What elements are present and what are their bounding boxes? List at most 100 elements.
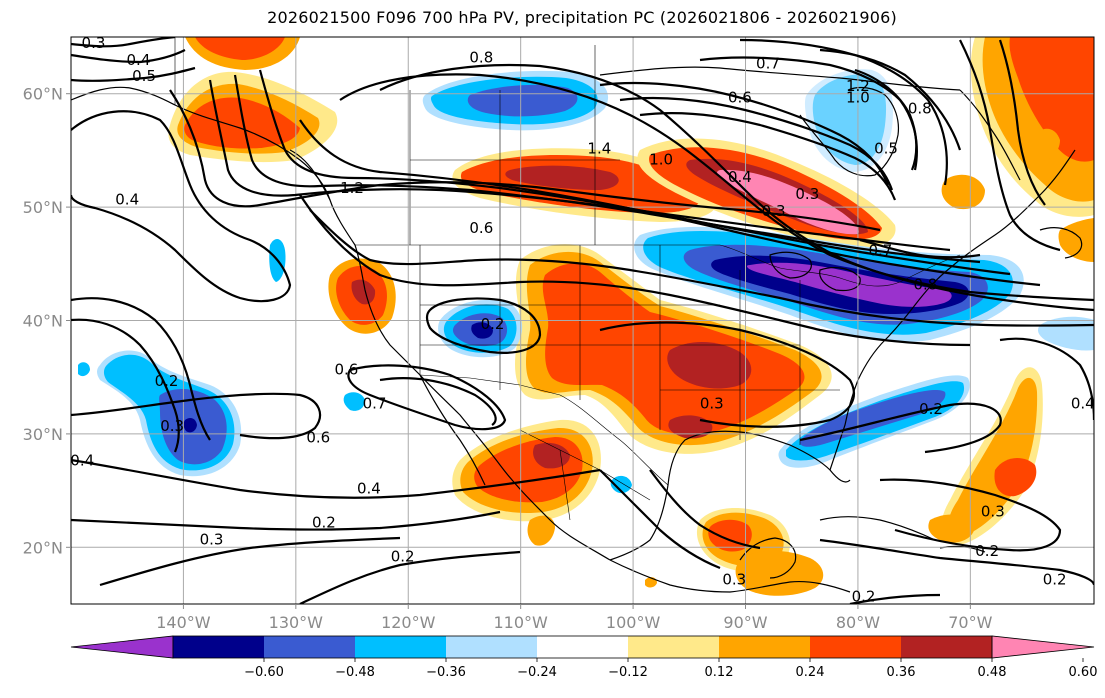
pv-contour-pacific-0.6 xyxy=(71,392,322,440)
colorbar-extend-max xyxy=(991,635,1095,659)
pv-contour-big-3 xyxy=(233,74,981,264)
lat-label-3: 30°N xyxy=(23,425,63,444)
shade-quebec-orange xyxy=(941,174,985,210)
pv-contour-0.2-pacific-se xyxy=(849,593,941,604)
contour-label-28: 0.2 xyxy=(919,400,943,418)
pv-contour-0.2-far-south xyxy=(299,550,521,604)
contour-label-6: 1.0 xyxy=(846,88,870,106)
pv-contour-0.3-south xyxy=(99,536,401,587)
coastline-greatlakes-1 xyxy=(769,251,812,279)
contour-label-33: 0.2 xyxy=(391,548,415,566)
contour-label-17: 0.6 xyxy=(469,219,493,237)
shade-greatlakes-pink xyxy=(717,169,859,235)
pv-contour-big-7 xyxy=(379,63,1094,312)
pv-contour-0.3-atlantic xyxy=(879,478,1062,552)
contour-label-9: 1.4 xyxy=(587,139,611,157)
coastline-florida xyxy=(829,339,886,471)
lon-label-1: 130°W xyxy=(269,613,324,632)
shade-mexico-cyan-dot xyxy=(610,475,632,494)
shade-pacific-navy xyxy=(183,417,197,433)
contour-label-32: 0.3 xyxy=(200,531,224,549)
pv-contour-0.4-south xyxy=(71,458,601,499)
coastline-greatlakes-2 xyxy=(819,267,861,292)
latitude-labels: 60°N 50°N 40°N 30°N 20°N xyxy=(23,85,71,557)
shade-alaska-topleft-red xyxy=(195,37,285,60)
colorbar-label-2: −0.36 xyxy=(426,665,466,680)
shade-atlantic-red xyxy=(994,458,1037,497)
border-us-mexico xyxy=(419,374,669,486)
pv-contour-0.2-caribbean xyxy=(819,538,1094,586)
pv-contour-0.6-west xyxy=(347,364,507,431)
contour-label-16: 1.2 xyxy=(340,179,364,197)
pv-contour-0.2-se xyxy=(799,402,1002,454)
contour-label-37: 0.2 xyxy=(1043,570,1067,588)
shade-utah-navy xyxy=(471,322,493,339)
shade-canada-band-darkred xyxy=(505,165,619,190)
pv-contour-0.4-atlantic xyxy=(999,337,1094,421)
pv-contour-labrador-2 xyxy=(998,39,1046,206)
pv-contour-hudson-2 xyxy=(619,96,894,191)
contour-label-23: 0.2 xyxy=(155,372,179,390)
contour-label-15: 0.7 xyxy=(868,241,892,259)
contour-label-31: 0.2 xyxy=(312,514,336,532)
pv-contour-mexico-1 xyxy=(599,469,721,570)
pv-contour-hudson-1 xyxy=(599,81,890,186)
colorbar-label-9: 0.60 xyxy=(1069,665,1098,680)
pv-contour-0.4-nw xyxy=(71,49,186,64)
contour-label-14: 0.3 xyxy=(762,202,786,220)
pv-contour-big-8 xyxy=(309,209,1094,327)
contour-label-19: 0.8 xyxy=(913,275,937,293)
shade-ne-purple xyxy=(746,262,952,307)
contour-label-3: 0.8 xyxy=(469,49,493,67)
contour-label-35: 0.2 xyxy=(975,542,999,560)
pv-contour-big-5 xyxy=(299,119,1041,287)
lat-label-4: 20°N xyxy=(23,538,63,557)
lon-label-3: 110°W xyxy=(493,613,548,632)
coastline-arctic xyxy=(599,66,961,91)
contour-label-1: 0.4 xyxy=(127,51,151,69)
colorbar-swatch-7 xyxy=(810,636,901,658)
pv-contour-0.7-east xyxy=(859,238,981,259)
lon-label-2: 120°W xyxy=(381,613,436,632)
pv-contour-labrador xyxy=(959,39,1061,252)
contour-label-13: 0.3 xyxy=(795,185,819,203)
colorbar-label-3: −0.24 xyxy=(517,665,557,680)
colorbar-label-5: 0.12 xyxy=(705,665,734,680)
colorbar-label-8: 0.48 xyxy=(978,665,1007,680)
coastline-islands-bc xyxy=(289,149,331,201)
contour-label-18: 0.4 xyxy=(115,190,139,208)
precipitation-pc-shading xyxy=(78,37,1094,596)
contour-labels: 0.30.40.50.8 0.71.21.00.80.61.41.00.50.40… xyxy=(70,34,1095,605)
pv-contour-big-4 xyxy=(258,69,1011,276)
contour-label-38: 0.3 xyxy=(722,570,746,588)
contour-label-29: 0.4 xyxy=(1071,395,1095,413)
pv-contour-big-2 xyxy=(208,79,951,252)
shade-pnw-darkred xyxy=(351,279,376,305)
shade-newfoundland-orange xyxy=(1058,218,1094,262)
contour-label-21: 0.6 xyxy=(334,361,358,379)
lon-label-6: 80°W xyxy=(836,613,880,632)
contour-label-10: 1.0 xyxy=(649,151,673,169)
coastline-cuba xyxy=(819,516,936,541)
contour-label-8: 0.6 xyxy=(728,88,752,106)
shade-cal-cyan xyxy=(343,392,365,411)
political-borders xyxy=(174,37,961,521)
colorbar-swatch-6 xyxy=(719,636,810,658)
colorbar-label-0: −0.60 xyxy=(244,665,284,680)
colorbar-label-7: 0.36 xyxy=(887,665,916,680)
pv-contour-0.3-plains xyxy=(599,321,856,428)
shade-labrador-red xyxy=(1009,37,1094,162)
pv-contour-0.3-nw xyxy=(71,37,176,48)
lat-label-1: 50°N xyxy=(23,198,63,217)
colorbar-swatch-5 xyxy=(628,636,719,658)
lon-label-4: 100°W xyxy=(606,613,661,632)
contour-label-20: 0.2 xyxy=(481,315,505,333)
shade-southplains-darkred xyxy=(667,341,752,389)
shade-pacific-cyan-dot xyxy=(78,362,90,377)
shade-ncanada-blue xyxy=(467,84,578,117)
map-title: 2026021500 F096 700 hPa PV, precipitatio… xyxy=(267,8,897,27)
contour-label-25: 0.6 xyxy=(306,429,330,447)
colorbar-swatch-8 xyxy=(901,636,992,658)
colorbar-swatch-3 xyxy=(446,636,537,658)
border-canada-us xyxy=(355,244,961,287)
